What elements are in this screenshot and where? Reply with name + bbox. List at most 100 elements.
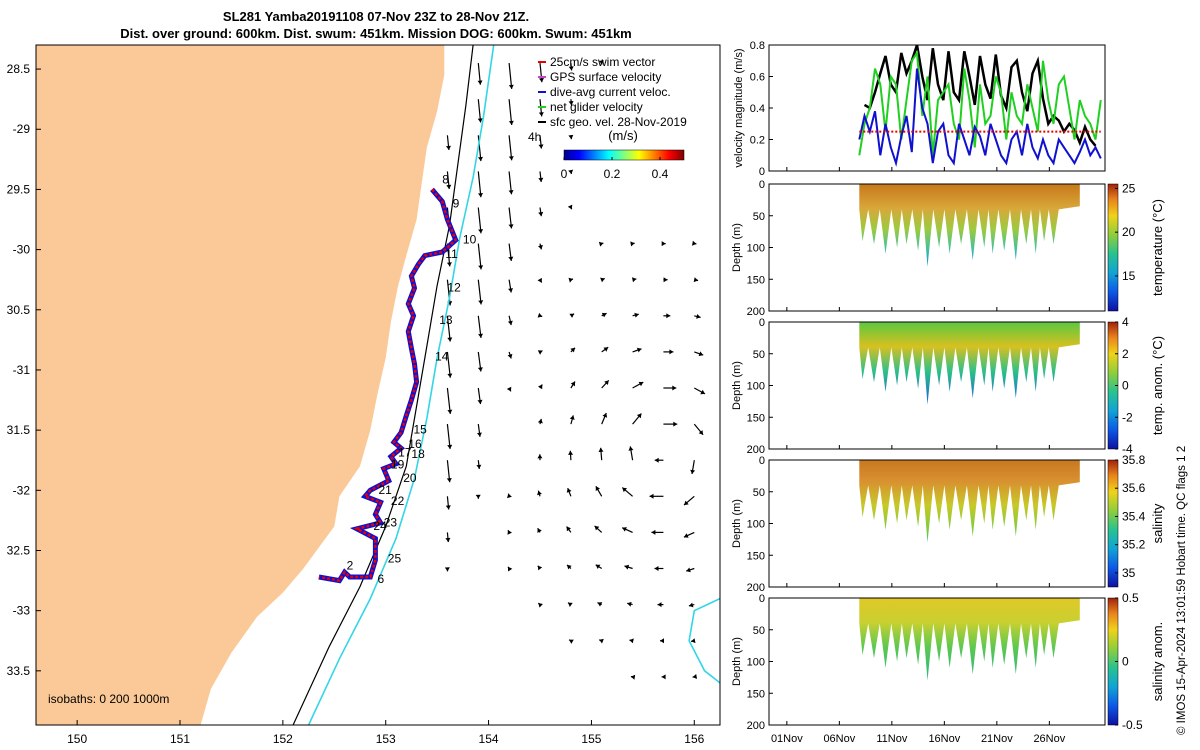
velocity-vector xyxy=(477,279,482,305)
speed-colorbar: (m/s) 0 0.2 0.4 xyxy=(561,128,685,181)
velocity-arrowhead xyxy=(538,177,544,182)
colorbar-tick-label: 35.8 xyxy=(1122,453,1146,467)
map-x-tick-label: 151 xyxy=(170,732,190,746)
velocity-arrowhead xyxy=(537,528,542,533)
velocity-vector xyxy=(508,63,513,89)
velocity-arrowhead xyxy=(507,493,512,499)
velocity-arrowhead xyxy=(692,240,697,246)
velocity-arrowhead xyxy=(478,333,483,338)
velocity-arrowhead xyxy=(598,241,604,247)
velocity-arrowhead xyxy=(508,224,514,229)
glider-track-swim xyxy=(318,188,458,582)
colorbar-label: temperature (°C) xyxy=(1150,199,1165,296)
velocity-arrowhead xyxy=(598,447,604,452)
velocity-arrowhead xyxy=(507,320,513,326)
map-y-tick-label: -31 xyxy=(13,363,31,377)
velocity-arrowhead xyxy=(693,277,699,283)
velocity-vector xyxy=(477,207,482,234)
colorbar-label: salinity anom. xyxy=(1150,622,1165,701)
colorbar-unit-label: (m/s) xyxy=(608,128,638,143)
velocity-arrowhead xyxy=(537,490,542,496)
velocity-arrowhead xyxy=(700,389,705,395)
velocity-arrowhead xyxy=(477,367,483,372)
isobath-1000m-offshore xyxy=(688,597,720,684)
legend-entry: GPS surface velocity xyxy=(550,70,661,84)
velocity-arrowhead xyxy=(477,432,482,437)
colorbar-tick-label: 0 xyxy=(1122,379,1129,393)
colorbar-tick-label: 15 xyxy=(1122,269,1136,283)
colorbar-tick-label: 25 xyxy=(1122,181,1136,195)
velocity-arrowhead xyxy=(692,674,697,679)
velocity-arrowhead xyxy=(660,638,664,644)
velocity-arrowhead xyxy=(508,120,514,125)
velocity-y-tick-label: 0.2 xyxy=(750,135,765,147)
velocity-vector xyxy=(477,243,482,270)
velocity-arrowhead xyxy=(603,347,609,352)
section-y-tick-label: 100 xyxy=(747,243,765,255)
velocity-arrowhead xyxy=(477,399,483,405)
velocity-arrowhead xyxy=(624,564,630,570)
section-y-tick-label: 100 xyxy=(747,657,765,669)
sfc-geo-velocity-field xyxy=(444,60,706,680)
velocity-arrowhead xyxy=(698,351,704,357)
velocity-arrowhead xyxy=(508,288,513,293)
velocity-arrowhead xyxy=(566,526,571,532)
day-label: 8 xyxy=(442,172,449,186)
velocity-panel: 0 0.2 0.4 0.6 0.8 velocity magnitude (m/s) xyxy=(733,40,1106,178)
velocity-arrowhead xyxy=(478,229,484,234)
velocity-arrowhead xyxy=(537,350,543,355)
section-y-tick-label: 150 xyxy=(747,688,765,700)
velocity-arrowhead xyxy=(507,530,512,535)
map-y-ticks: 28.5 -29 29.5 -30 30.5 -31 31.5 -32 32.5 -33 33.5 xyxy=(7,62,41,678)
velocity-arrowhead xyxy=(445,505,451,510)
velocity-arrowhead xyxy=(569,313,575,318)
time-tick-label: 26Nov xyxy=(1033,733,1065,745)
velocity-arrowhead xyxy=(508,84,514,89)
velocity-arrowhead xyxy=(447,409,453,414)
section-panel: 0 50 100 150 200 Depth (m) -4 -2 0 2 4 temp. anom. … xyxy=(731,315,1165,456)
map-x-tick-label: 153 xyxy=(376,732,396,746)
map-y-tick-label: -33 xyxy=(13,604,31,618)
map-y-tick-label: 31.5 xyxy=(7,423,31,437)
colorbar-tick-label: -4 xyxy=(1122,442,1133,456)
velocity-arrowhead xyxy=(602,413,608,418)
velocity-arrowhead xyxy=(622,527,627,532)
velocity-arrowhead xyxy=(570,347,575,353)
map-y-tick-label: -29 xyxy=(13,122,31,136)
day-label: 21 xyxy=(379,483,393,497)
day-label: 11 xyxy=(445,247,458,261)
velocity-arrowhead xyxy=(478,156,483,162)
velocity-arrowhead xyxy=(476,464,482,469)
velocity-arrowhead xyxy=(686,567,691,573)
colorbar-ticks: 0 0.2 0.4 xyxy=(561,157,669,181)
section-y-tick-label: 50 xyxy=(753,211,765,223)
velocity-series xyxy=(858,44,1102,168)
section-y-tick-label: 0 xyxy=(759,317,765,329)
velocity-arrowhead xyxy=(568,101,574,106)
colorbar-tick-label: 0 xyxy=(1122,655,1129,669)
time-tick-label: 16Nov xyxy=(928,733,960,745)
time-tick-label: 06Nov xyxy=(823,733,855,745)
velocity-line xyxy=(863,44,1097,147)
time-axis: 01Nov 06Nov 11Nov 16Nov 21Nov 26Nov xyxy=(771,167,1066,745)
day-label: 24 xyxy=(373,519,387,533)
velocity-arrowhead xyxy=(636,347,642,353)
map-x-tick-label: 155 xyxy=(581,732,601,746)
velocity-arrowhead xyxy=(690,469,696,474)
colorbar-tick-label: 0.2 xyxy=(604,167,621,181)
velocity-arrowhead xyxy=(568,277,573,283)
velocity-arrowhead xyxy=(651,529,656,535)
velocity-arrowhead xyxy=(538,211,544,217)
legend-entry: net glider velocity xyxy=(550,100,643,114)
velocity-arrowhead xyxy=(569,415,575,420)
section-y-tick-label: 50 xyxy=(753,349,765,361)
velocity-arrowhead xyxy=(632,277,637,283)
colorbar-tick-label: 4 xyxy=(1122,315,1129,329)
day-label: 16 xyxy=(408,437,422,451)
day-label: 17 xyxy=(398,446,412,460)
velocity-arrowhead xyxy=(654,566,659,571)
time-tick-label: 21Nov xyxy=(981,733,1013,745)
section-y-label: Depth (m) xyxy=(731,637,743,686)
velocity-arrowhead xyxy=(628,446,634,451)
